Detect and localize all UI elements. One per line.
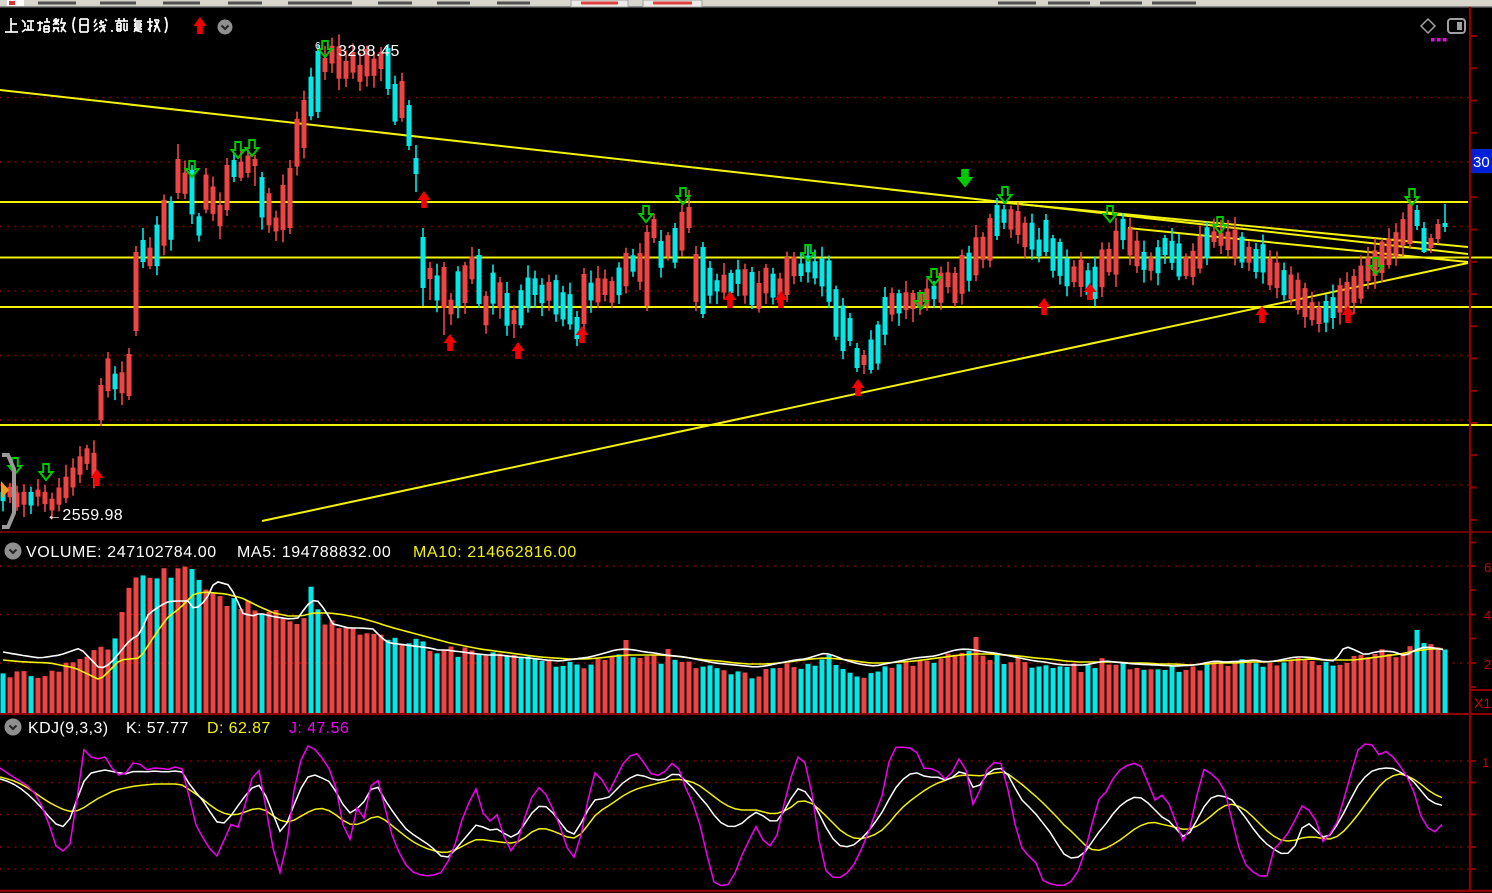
svg-text:D: 62.87: D: 62.87 bbox=[207, 720, 271, 737]
svg-text:←2559.98: ←2559.98 bbox=[46, 507, 123, 524]
svg-text:6: 6 bbox=[315, 41, 321, 52]
svg-text:X1: X1 bbox=[1474, 695, 1491, 711]
svg-text:K: 57.77: K: 57.77 bbox=[126, 720, 189, 737]
svg-text:VOLUME: 247102784.00: VOLUME: 247102784.00 bbox=[26, 544, 217, 561]
svg-text:KDJ(9,3,3): KDJ(9,3,3) bbox=[28, 720, 108, 737]
svg-text:J: 47.56: J: 47.56 bbox=[289, 720, 349, 737]
svg-text:4: 4 bbox=[1484, 608, 1491, 623]
svg-text:6: 6 bbox=[1484, 560, 1491, 575]
svg-text:MA10: 214662816.00: MA10: 214662816.00 bbox=[413, 544, 577, 561]
svg-text:30: 30 bbox=[1473, 154, 1490, 171]
svg-text:1: 1 bbox=[1482, 755, 1489, 770]
svg-text:2: 2 bbox=[1484, 657, 1491, 672]
svg-text:3288.45: 3288.45 bbox=[338, 43, 400, 60]
svg-text:MA5: 194788832.00: MA5: 194788832.00 bbox=[237, 544, 391, 561]
